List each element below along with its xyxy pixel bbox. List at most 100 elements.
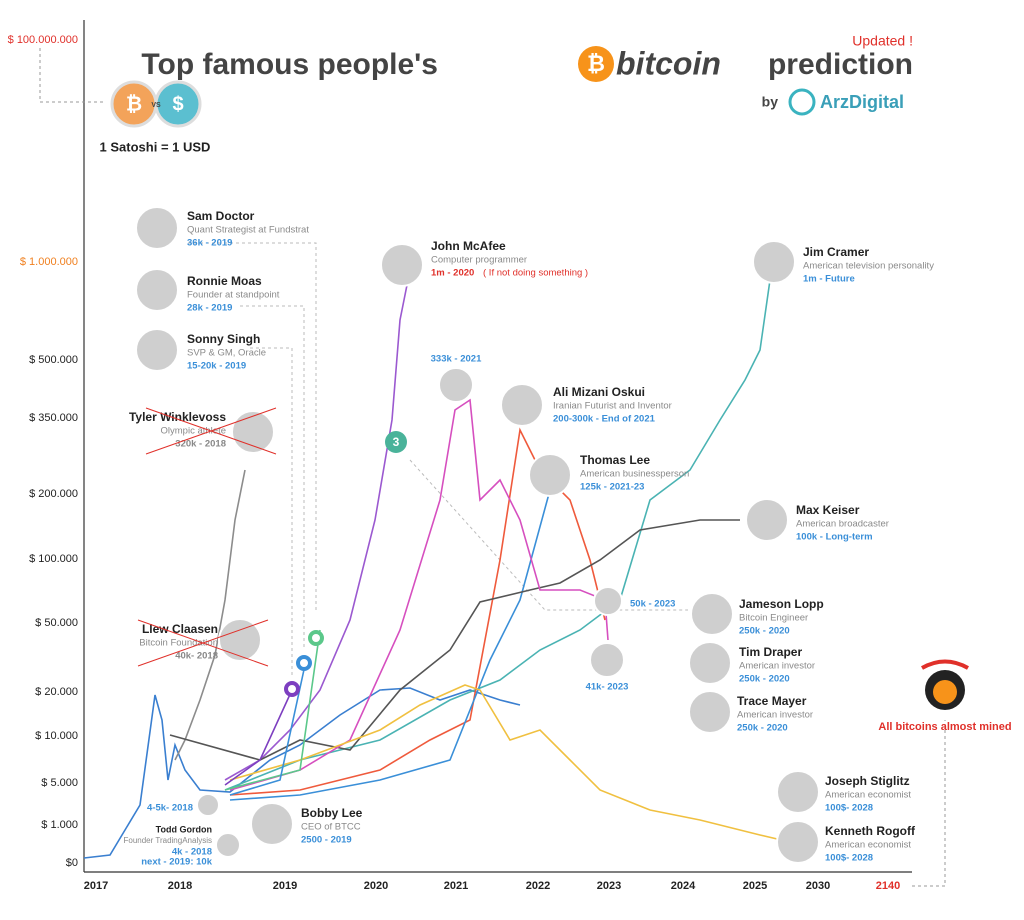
y-tick-label: $ 1.000.000 [20, 256, 78, 268]
person-role: American investor [739, 661, 815, 672]
avatar [135, 268, 179, 312]
strike [145, 407, 277, 455]
person-prediction: 250k - 2020 [737, 723, 788, 734]
annotation: 4k - 2018 [172, 847, 212, 858]
trend-line [224, 689, 293, 786]
annotation: 4-5k- 2018 [147, 803, 193, 814]
pickaxe [921, 659, 969, 670]
annotation: 333k - 2021 [431, 354, 482, 365]
avatar [528, 453, 572, 497]
person-prediction: 36k - 2019 [187, 238, 232, 249]
x-tick-label: 2018 [168, 880, 192, 892]
updated: Updated ! [852, 33, 913, 49]
avatar [589, 642, 625, 678]
person-name: Tyler Winklevoss [129, 410, 226, 424]
person-role: Iranian Futurist and Inventor [553, 401, 672, 412]
person-name: Ali Mizani Oskui [553, 385, 645, 399]
avatar [752, 240, 796, 284]
person-role: Olympic athlete [161, 426, 226, 437]
person-name: Sonny Singh [187, 332, 260, 346]
y-tick-label: $ 1.000 [41, 819, 78, 831]
person-name: Ronnie Moas [187, 274, 262, 288]
trend-line [229, 489, 551, 801]
connector [912, 720, 946, 887]
person-prediction: 100$- 2028 [825, 803, 873, 814]
avatar [593, 586, 623, 616]
annotation: next - 2019: 10k [141, 857, 212, 868]
avatar [776, 770, 820, 814]
annotation: 50k - 2023 [630, 599, 675, 610]
person-role: American businessperson [580, 469, 689, 480]
person-prediction: 125k - 2021-23 [580, 482, 644, 493]
x-tick-label: 2020 [364, 880, 388, 892]
y-tick-label: $ 100.000 [29, 553, 78, 565]
person-role: Bitcoin Engineer [739, 613, 808, 624]
trend-line [224, 269, 411, 781]
connector [188, 242, 317, 612]
person-prediction: 100k - Long-term [796, 532, 873, 543]
avatar [380, 243, 424, 287]
trend-line [229, 664, 306, 796]
person-role: American economist [825, 790, 911, 801]
person-role: Bitcoin Foundation [139, 638, 218, 649]
vs: VS [151, 102, 161, 109]
person-name: Tim Draper [739, 645, 802, 659]
avatar [135, 206, 179, 250]
avatar [231, 410, 275, 454]
title-end: prediction [768, 48, 913, 81]
person-name: Max Keiser [796, 503, 860, 517]
person-name: Sam Doctor [187, 209, 255, 223]
avatar [196, 793, 220, 817]
person-prediction: 200-300k - End of 2021 [553, 414, 656, 425]
person-role: SVP & GM, Oracle [187, 348, 266, 359]
person-note: ( If not doing something ) [483, 268, 588, 279]
person-role: CEO of BTCC [301, 822, 361, 833]
avatar [776, 820, 820, 864]
annotation: All bitcoins almost mined [878, 721, 1011, 733]
avatar [688, 690, 732, 734]
trend-line [229, 427, 606, 796]
bitcoin-logo [578, 46, 614, 82]
connector [409, 459, 688, 611]
person-role: American television personality [803, 261, 934, 272]
trend-line [224, 279, 771, 791]
marker [284, 681, 300, 697]
x-tick-label: 2022 [526, 880, 550, 892]
connector [39, 48, 105, 103]
publisher-logo [788, 88, 816, 116]
y-tick-label: $ 500.000 [29, 354, 78, 366]
marker [308, 630, 324, 646]
y-tick-label: $ 50.000 [35, 617, 78, 629]
avatar [690, 592, 734, 636]
person-role: Computer programmer [431, 255, 527, 266]
avatar [745, 498, 789, 542]
person-name: Jim Cramer [803, 245, 869, 259]
person-prediction: 2500 - 2019 [301, 835, 352, 846]
x-tick-label: 2140 [876, 880, 900, 892]
person-prediction: 40k- 2018 [175, 651, 218, 662]
trend-line [229, 398, 609, 791]
person-prediction: 250k - 2020 [739, 674, 790, 685]
avatar [215, 832, 241, 858]
dollar-symbol: $ [172, 93, 183, 115]
person-name: Llew Claasen [142, 622, 218, 636]
x-tick-label: 2023 [597, 880, 621, 892]
person-prediction: 1m - 2020 [431, 268, 474, 279]
avatar [438, 367, 474, 403]
annotation: Todd Gordon [156, 824, 212, 834]
y-tick-label: $ 5.000 [41, 777, 78, 789]
y-tick-label: $ 350.000 [29, 412, 78, 424]
person-role: American broadcaster [796, 519, 889, 530]
person-name: Kenneth Rogoff [825, 824, 916, 838]
person-role: American economist [825, 840, 911, 851]
y-tick-label: $ 100.000.000 [8, 34, 78, 46]
trend-line [169, 519, 740, 761]
x-tick-label: 2025 [743, 880, 767, 892]
person-prediction: 28k - 2019 [187, 303, 232, 314]
person-name: Bobby Lee [301, 806, 363, 820]
x-tick-label: 2030 [806, 880, 830, 892]
x-tick-label: 2024 [671, 880, 696, 892]
avatar [218, 618, 262, 662]
person-role: Founder at standpoint [187, 290, 280, 301]
title-brand: bitcoin [616, 45, 721, 81]
